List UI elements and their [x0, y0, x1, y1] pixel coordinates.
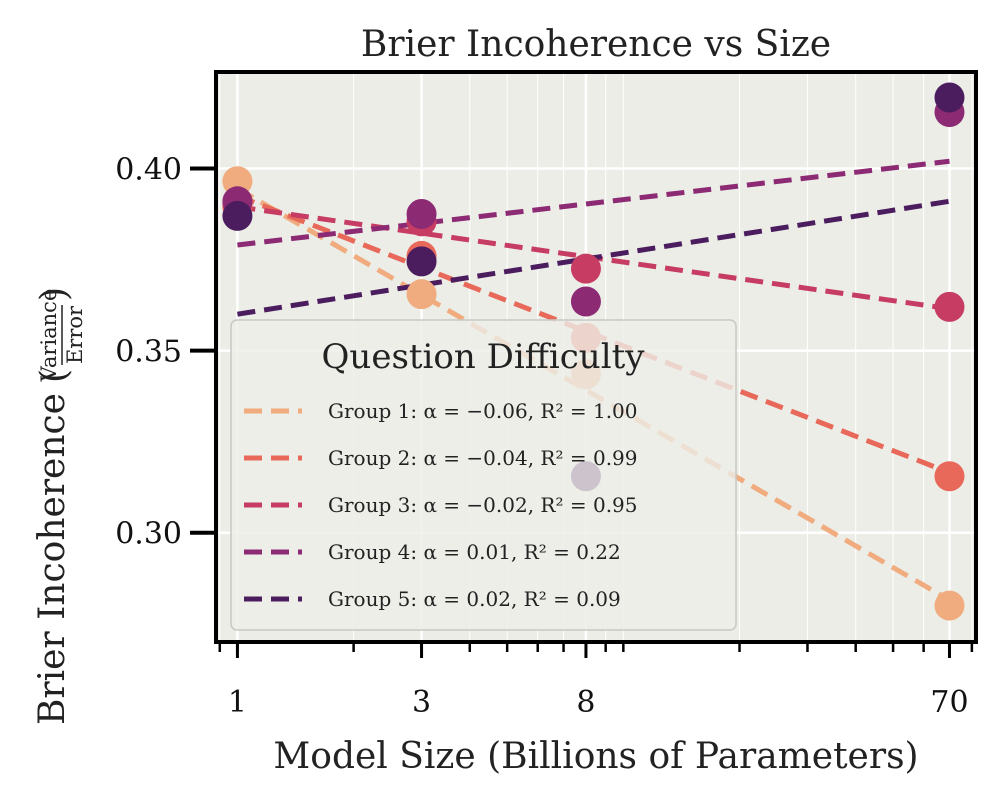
x-tick-label: 1: [228, 685, 247, 720]
y-axis-paren-left: (: [34, 369, 75, 383]
y-axis-label-main: Brier Incoherence: [32, 393, 73, 725]
y-ticks: 0.30 0.35 0.40: [115, 153, 216, 552]
legend-title: Question Difficulty: [322, 337, 646, 377]
y-axis-paren-right: ): [34, 287, 75, 301]
point-group-4-x8: [570, 286, 601, 317]
y-tick-label: 0.40: [115, 153, 182, 188]
legend: Question Difficulty Group 1: α = −0.06, …: [230, 319, 737, 631]
legend-label-group-2: Group 2: α = −0.04, R² = 0.99: [328, 446, 638, 470]
point-group-5-x3: [406, 246, 437, 277]
data-points: [222, 82, 965, 621]
y-tick-label: 0.35: [115, 335, 182, 370]
legend-label-group-4: Group 4: α = 0.01, R² = 0.22: [328, 540, 621, 564]
y-axis-label: Brier Incoherence ( Variance Error ): [32, 287, 87, 725]
y-axis-frac-den: Error: [63, 305, 87, 364]
point-group-4-x3: [406, 199, 437, 230]
point-group-1-x3: [406, 279, 437, 310]
legend-label-group-5: Group 5: α = 0.02, R² = 0.09: [328, 587, 621, 611]
x-tick-label: 3: [412, 685, 431, 720]
plot-frame: [214, 70, 978, 644]
point-group-5-x70: [934, 82, 965, 113]
point-group-3-x8: [570, 253, 601, 284]
x-tick-label: 8: [576, 685, 595, 720]
legend-items: Group 1: α = −0.06, R² = 1.00 Group 2: α …: [244, 399, 638, 611]
x-tick-label: 70: [930, 685, 968, 720]
point-group-5-x1: [222, 200, 253, 231]
legend-label-group-3: Group 3: α = −0.02, R² = 0.95: [328, 493, 638, 517]
point-group-2-x70: [934, 461, 965, 492]
fit-line-group-4: [237, 158, 950, 248]
y-tick-label: 0.30: [115, 517, 182, 552]
legend-box: [230, 319, 737, 631]
legend-label-group-1: Group 1: α = −0.06, R² = 1.00: [328, 399, 638, 423]
x-ticks: 1 3 8 70: [218, 642, 974, 720]
point-group-1-x70: [934, 590, 965, 621]
y-axis-frac-num: Variance: [37, 289, 61, 383]
point-group-3-x70: [934, 291, 965, 322]
x-axis-label: Model Size (Billions of Parameters): [273, 736, 918, 777]
chart-title: Brier Incoherence vs Size: [361, 24, 831, 65]
